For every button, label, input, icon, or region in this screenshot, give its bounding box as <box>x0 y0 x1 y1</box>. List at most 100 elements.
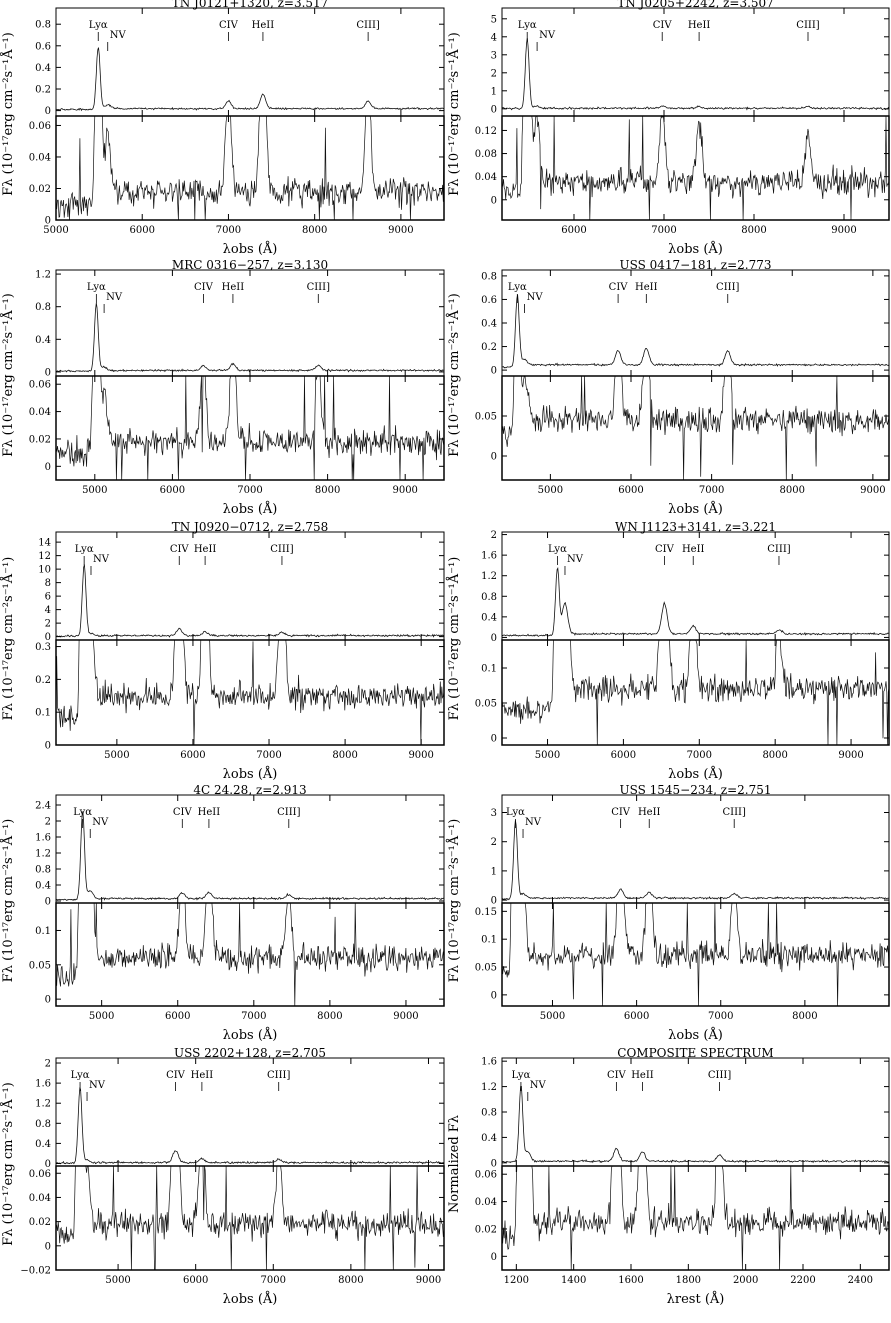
y-tick-label: 2 <box>491 530 497 541</box>
y-tick-label: 0.1 <box>35 708 51 719</box>
line-id-label: CIII] <box>277 807 301 818</box>
spectrum-panel: 1200 1400 1600 1800 2000 2200 2400 0 0.4 0.8 1.2 1.… <box>447 1046 890 1307</box>
x-axis-label: λobs (Å) <box>668 1027 723 1043</box>
y-tick-label: 1.2 <box>481 571 497 582</box>
y-tick-label: 1.2 <box>35 270 51 281</box>
y-tick-label: 0 <box>491 734 497 745</box>
line-id-label: HeII <box>688 20 711 31</box>
x-axis-label: λrest (Å) <box>667 1291 725 1307</box>
y-tick-label: 0.02 <box>29 1217 51 1228</box>
y-tick-label: 6 <box>45 592 51 603</box>
y-tick-label: 0.1 <box>481 664 497 675</box>
line-id-label: HeII <box>198 807 221 818</box>
y-tick-label: 0.06 <box>475 1170 497 1181</box>
x-tick-label: 7000 <box>708 1011 733 1022</box>
y-tick-label: 0 <box>491 1158 497 1169</box>
y-tick-label: 1 <box>491 86 497 97</box>
bottom-frame <box>55 902 445 1007</box>
y-tick-label: 0 <box>45 462 51 473</box>
spectrum-panel: 6000 7000 8000 9000 0 1 2 3 4 5 0 0.04 0.08 0.12 LyαNV… <box>446 0 890 257</box>
y-tick-label: 0.3 <box>35 642 51 653</box>
y-tick-label: 3 <box>491 808 497 819</box>
y-tick-label: 1.6 <box>481 551 497 562</box>
spectrum-top-line <box>56 303 444 373</box>
y-tick-label: 0 <box>45 216 51 227</box>
y-axis-label: Fλ (10⁻¹⁷erg cm⁻²s⁻¹Å⁻¹) <box>446 293 462 457</box>
y-tick-label: 12 <box>38 551 51 562</box>
y-tick-label: 1.2 <box>481 1082 497 1093</box>
top-frame <box>55 269 445 377</box>
y-tick-label: 2 <box>491 68 497 79</box>
y-tick-label: 0.04 <box>29 152 51 163</box>
x-tick-label: 1400 <box>561 1275 586 1286</box>
line-id-label: CIII] <box>708 1070 732 1081</box>
spectrum-bottom-line <box>502 1165 889 1270</box>
line-id-label: CIV <box>655 544 675 555</box>
y-tick-label: 1.2 <box>35 849 51 860</box>
line-id-label: CIII] <box>356 20 380 31</box>
spectrum-top-line <box>502 294 889 369</box>
y-tick-label: 1.6 <box>35 833 51 844</box>
x-tick-label: 5000 <box>43 225 68 236</box>
bottom-frame <box>501 639 890 746</box>
line-id-label: HeII <box>252 20 275 31</box>
x-tick-label: 6000 <box>160 485 185 496</box>
bottom-frame <box>501 115 890 221</box>
y-tick-label: 0 <box>45 632 51 643</box>
y-tick-label: 0.4 <box>481 319 497 330</box>
spectrum-bottom-line <box>56 902 444 1006</box>
line-id-label: HeII <box>194 544 217 555</box>
line-id-label: CIII] <box>307 282 331 293</box>
y-tick-label: 0 <box>491 1252 497 1263</box>
x-axis-label: λobs (Å) <box>668 241 723 257</box>
line-id-label: NV <box>89 1080 106 1091</box>
y-tick-label: 2.4 <box>35 801 51 812</box>
x-tick-label: 6000 <box>561 225 586 236</box>
y-tick-label: 0.06 <box>29 380 51 391</box>
x-tick-label: 7000 <box>261 1275 286 1286</box>
y-axis-label: Fλ (10⁻¹⁷erg cm⁻²s⁻¹Å⁻¹) <box>0 819 16 983</box>
x-tick-label: 8000 <box>741 225 766 236</box>
x-axis-label: λobs (Å) <box>668 501 723 517</box>
line-id-label: CIV <box>194 282 214 293</box>
x-tick-label: 9000 <box>392 485 417 496</box>
x-axis-label: λobs (Å) <box>223 1027 278 1043</box>
line-id-label: NV <box>106 292 123 303</box>
line-id-label: NV <box>567 554 584 565</box>
y-tick-label: 0.02 <box>29 184 51 195</box>
y-axis-label: Fλ (10⁻¹⁷erg cm⁻²s⁻¹Å⁻¹) <box>446 557 462 721</box>
panel-title: COMPOSITE SPECTRUM <box>617 1046 773 1060</box>
x-tick-label: 1200 <box>504 1275 529 1286</box>
x-tick-label: 9000 <box>416 1275 441 1286</box>
x-axis-label: λobs (Å) <box>223 1291 278 1307</box>
x-tick-label: 5000 <box>535 750 560 761</box>
line-id-label: NV <box>525 817 542 828</box>
x-tick-label: 7000 <box>687 750 712 761</box>
x-axis-label: λobs (Å) <box>223 766 278 782</box>
x-tick-label: 9000 <box>393 1011 418 1022</box>
y-tick-label: 0.2 <box>35 675 51 686</box>
spectrum-bottom-line <box>56 375 444 480</box>
bottom-frame <box>501 902 890 1007</box>
y-tick-label: 0.1 <box>481 935 497 946</box>
x-tick-label: 6000 <box>129 225 154 236</box>
line-id-label: CIV <box>173 807 193 818</box>
spectrum-top-line <box>502 38 889 111</box>
spectrum-bottom-line <box>502 639 889 745</box>
y-tick-label: 0 <box>45 1241 51 1252</box>
spectrum-bottom-line <box>56 1165 444 1270</box>
y-tick-label: 0.1 <box>35 926 51 937</box>
spectrum-bottom-line <box>56 115 444 220</box>
spectrum-bottom-line <box>502 902 889 1006</box>
bottom-frame <box>501 375 890 481</box>
y-tick-label: 0.04 <box>29 1193 51 1204</box>
y-tick-label: 0 <box>45 995 51 1006</box>
y-tick-label: 0.02 <box>29 434 51 445</box>
bottom-frame <box>55 375 445 481</box>
x-axis-label: λobs (Å) <box>668 766 723 782</box>
y-tick-label: 0.04 <box>29 407 51 418</box>
line-id-label: CIII] <box>796 20 820 31</box>
line-id-label: CIV <box>609 282 629 293</box>
line-id-label: HeII <box>638 807 661 818</box>
